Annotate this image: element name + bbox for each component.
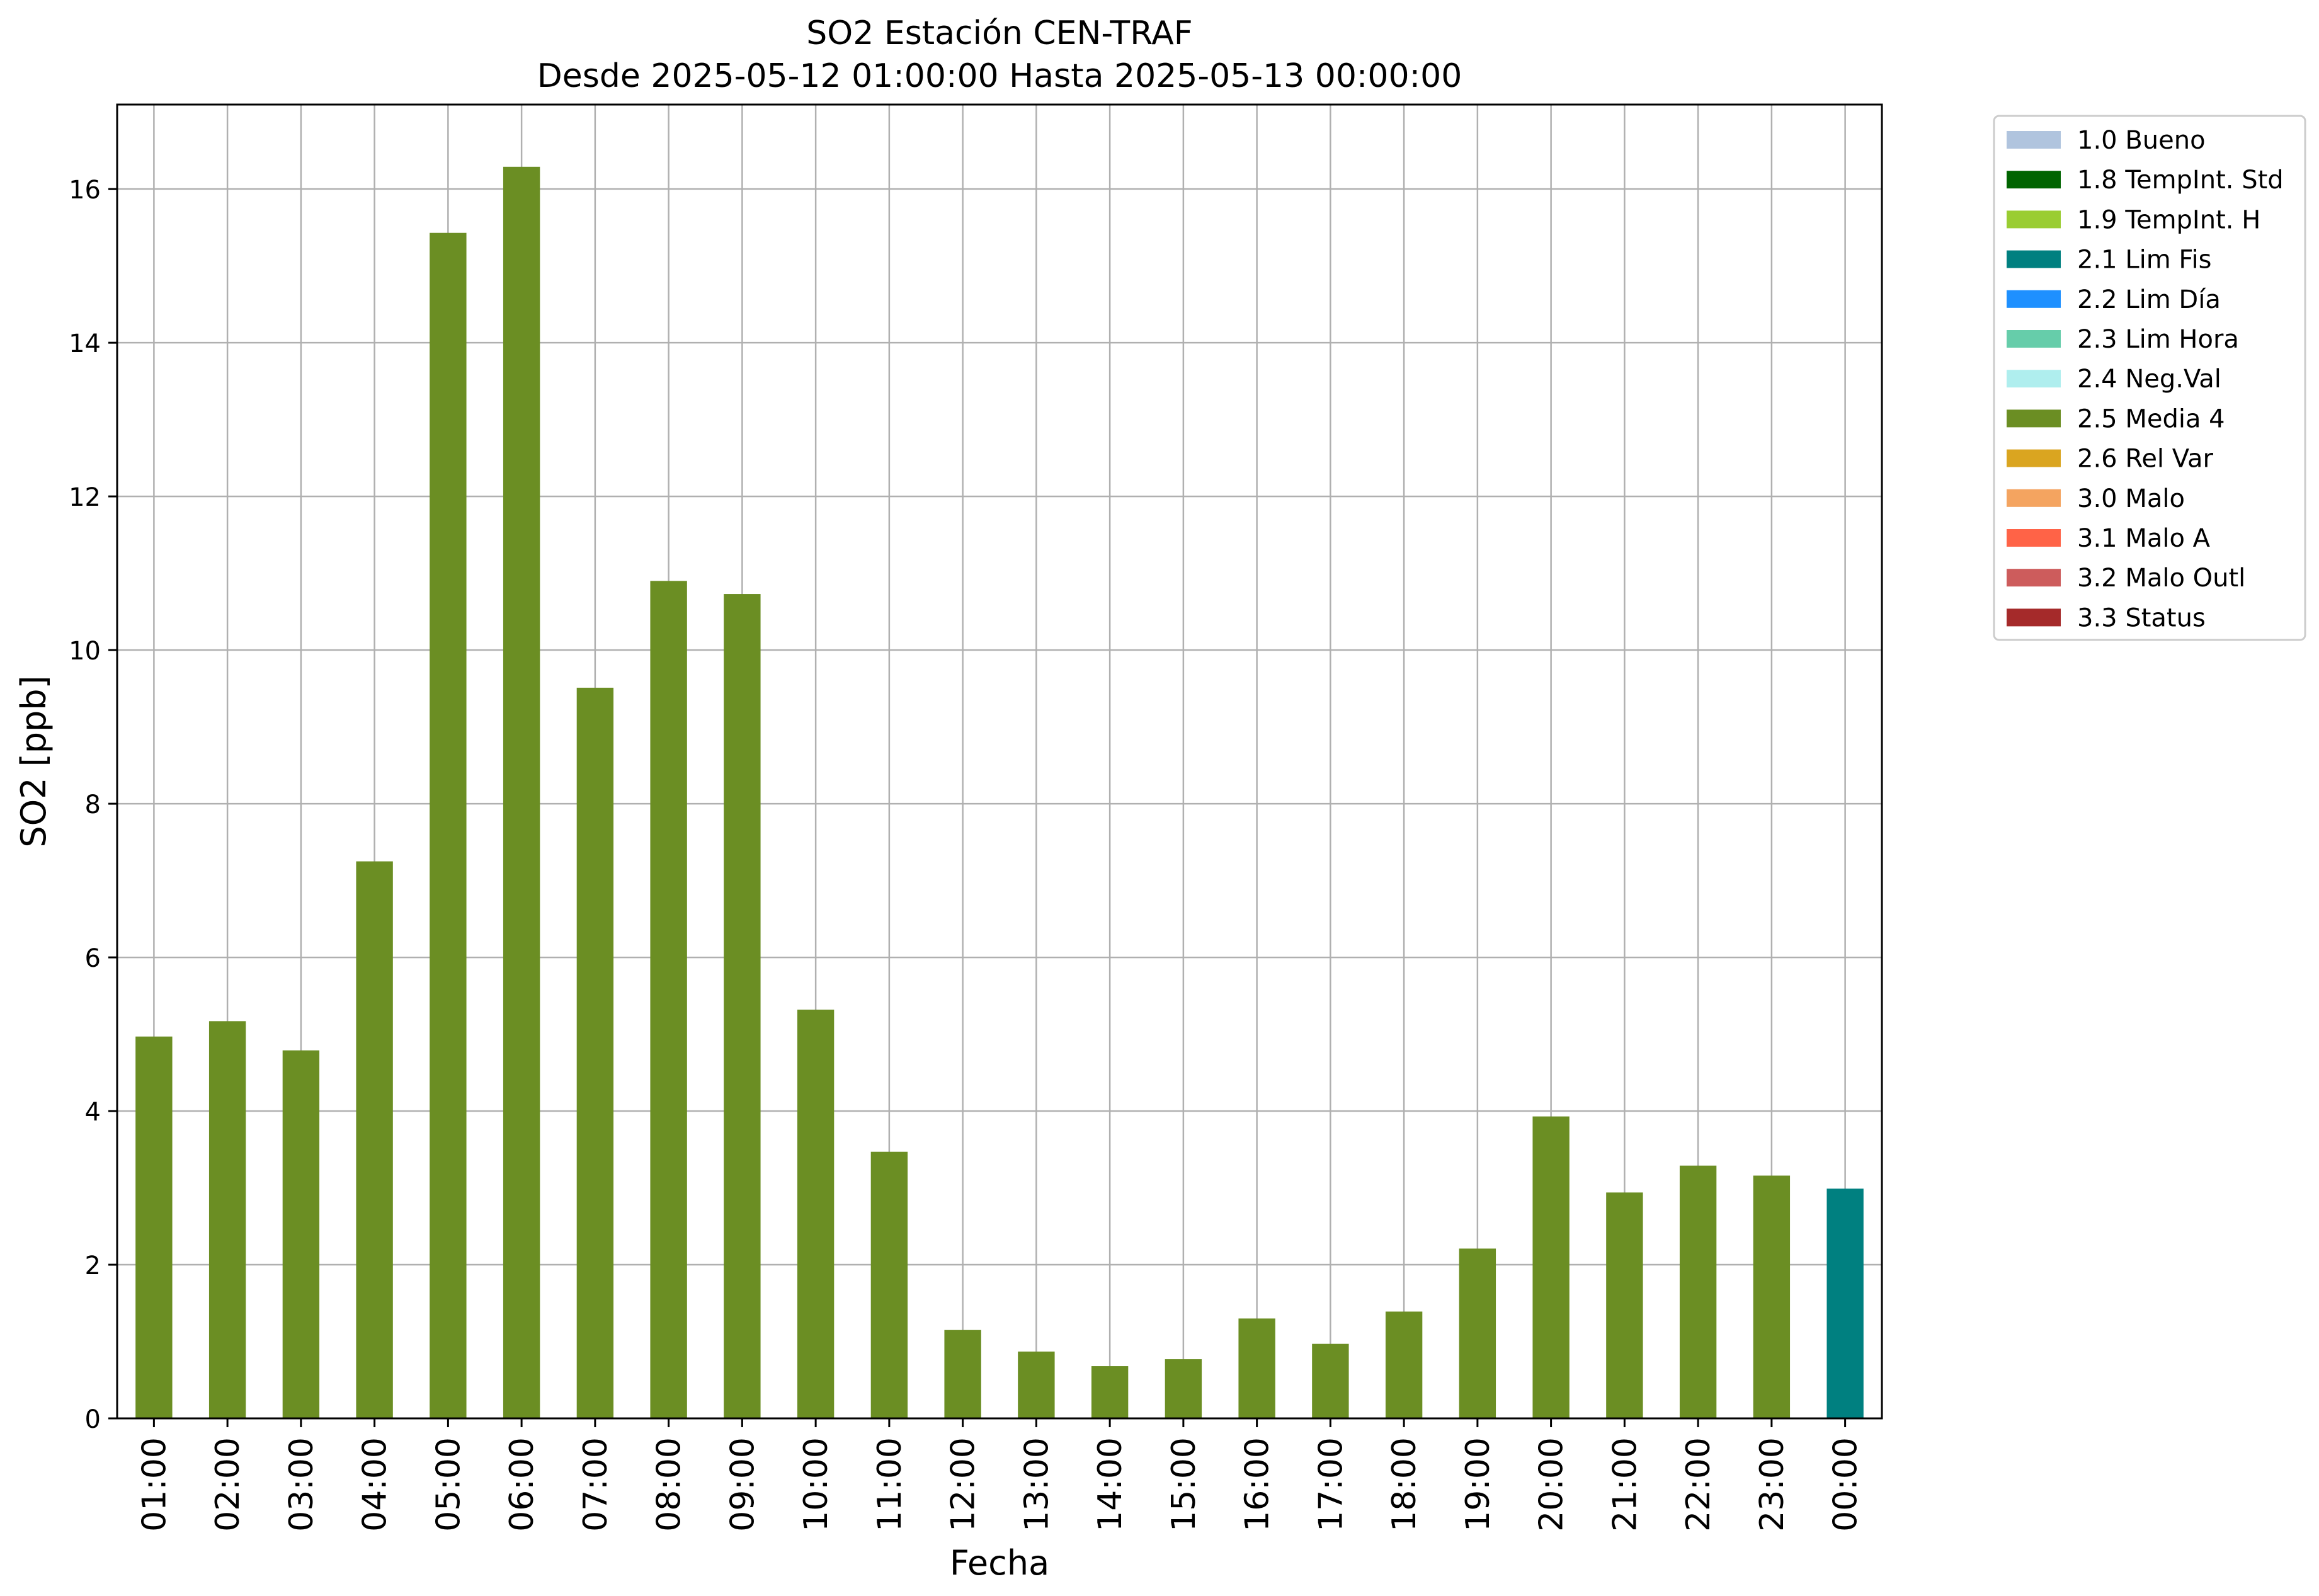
legend-label-8: 2.6 Rel Var — [2077, 445, 2214, 474]
bar-06:00 — [503, 166, 540, 1418]
bar-04:00 — [356, 861, 393, 1418]
x-tick-label-21: 22:00 — [1680, 1437, 1718, 1532]
legend-label-9: 3.0 Malo — [2077, 484, 2185, 513]
x-tick-label-14: 15:00 — [1165, 1437, 1203, 1532]
x-tick-label-3: 04:00 — [356, 1437, 394, 1532]
y-tick-label-1: 2 — [85, 1251, 101, 1280]
legend-label-10: 3.1 Malo A — [2077, 524, 2211, 553]
x-tick-label-16: 17:00 — [1312, 1437, 1350, 1532]
x-tick-label-15: 16:00 — [1239, 1437, 1277, 1532]
legend-swatch-4 — [2007, 290, 2061, 308]
bar-20:00 — [1532, 1116, 1570, 1418]
legend-swatch-12 — [2007, 608, 2061, 627]
x-tick-label-2: 03:00 — [283, 1437, 321, 1532]
legend-swatch-0 — [2007, 131, 2061, 149]
x-tick-label-19: 20:00 — [1533, 1437, 1571, 1532]
x-tick-label-12: 13:00 — [1018, 1437, 1056, 1532]
bar-15:00 — [1165, 1359, 1202, 1418]
legend-swatch-5 — [2007, 330, 2061, 348]
legend-swatch-2 — [2007, 210, 2061, 229]
legend-label-3: 2.1 Lim Fis — [2077, 246, 2211, 275]
x-tick-label-0: 01:00 — [135, 1437, 173, 1532]
bar-12:00 — [944, 1330, 981, 1418]
legend-swatch-9 — [2007, 489, 2061, 507]
plot-frame — [116, 103, 1883, 1420]
bars — [135, 166, 1864, 1419]
legend: 1.0 Bueno 1.8 TempInt. Std 1.9 TempInt. H 2… — [1993, 115, 2306, 641]
y-tick-label-8: 16 — [69, 176, 101, 205]
bar-08:00 — [650, 581, 687, 1418]
legend-label-11: 3.2 Malo Outl — [2077, 564, 2245, 593]
y-tick-label-2: 4 — [85, 1098, 101, 1127]
bar-13:00 — [1018, 1351, 1055, 1418]
x-tick-label-5: 06:00 — [503, 1437, 541, 1532]
legend-box — [1993, 115, 2306, 641]
bar-17:00 — [1312, 1343, 1349, 1418]
y-axis-label: SO2 [ppb] — [14, 675, 54, 847]
legend-label-1: 1.8 TempInt. Std — [2077, 166, 2284, 195]
x-tick-label-23: 00:00 — [1827, 1437, 1865, 1532]
bar-16:00 — [1238, 1318, 1275, 1418]
x-tick-label-1: 02:00 — [209, 1437, 247, 1532]
legend-label-12: 3.3 Status — [2077, 603, 2206, 632]
chart-title: SO2 Estación CEN-TRAF — [806, 14, 1192, 52]
legend-label-0: 1.0 Bueno — [2077, 126, 2206, 155]
x-tick-label-13: 14:00 — [1091, 1437, 1129, 1532]
legend-swatch-10 — [2007, 529, 2061, 547]
bar-23:00 — [1753, 1175, 1791, 1418]
legend-swatch-1 — [2007, 171, 2061, 189]
x-tick-label-9: 10:00 — [797, 1437, 835, 1532]
x-tick-label-10: 11:00 — [871, 1437, 909, 1532]
x-tick-label-7: 08:00 — [651, 1437, 688, 1532]
y-tick-label-7: 14 — [69, 329, 101, 358]
legend-entries: 1.0 Bueno 1.8 TempInt. Std 1.9 TempInt. H 2… — [2007, 126, 2284, 632]
legend-label-7: 2.5 Media 4 — [2077, 404, 2225, 433]
bar-21:00 — [1606, 1192, 1643, 1418]
bar-03:00 — [282, 1050, 320, 1418]
bar-00:00 — [1826, 1188, 1864, 1418]
x-axis-ticks: 01:00 02:00 03:00 04:00 05:00 06:00 07:00 08:00… — [135, 1418, 1865, 1532]
legend-label-4: 2.2 Lim Día — [2077, 285, 2221, 314]
x-tick-label-20: 21:00 — [1606, 1437, 1644, 1532]
y-tick-label-0: 0 — [85, 1405, 101, 1434]
bar-02:00 — [208, 1021, 246, 1418]
y-tick-label-5: 10 — [69, 637, 101, 666]
bar-05:00 — [430, 232, 467, 1418]
chart-subtitle: Desde 2025-05-12 01:00:00 Hasta 2025-05-… — [537, 57, 1462, 95]
legend-swatch-3 — [2007, 250, 2061, 268]
legend-label-6: 2.4 Neg.Val — [2077, 365, 2221, 394]
y-tick-label-4: 8 — [85, 790, 101, 819]
y-tick-label-6: 12 — [69, 483, 101, 512]
x-tick-label-8: 09:00 — [724, 1437, 761, 1532]
x-tick-label-18: 19:00 — [1459, 1437, 1497, 1532]
bar-22:00 — [1679, 1165, 1717, 1418]
bar-19:00 — [1459, 1248, 1496, 1418]
y-axis-ticks: 0 2 4 6 8 10 12 14 16 — [69, 176, 117, 1434]
legend-swatch-7 — [2007, 409, 2061, 428]
legend-swatch-6 — [2007, 370, 2061, 388]
bar-14:00 — [1091, 1366, 1129, 1418]
x-tick-label-22: 23:00 — [1753, 1437, 1791, 1532]
bar-07:00 — [576, 687, 614, 1418]
legend-label-5: 2.3 Lim Hora — [2077, 325, 2239, 354]
legend-swatch-8 — [2007, 449, 2061, 467]
x-axis-label: Fecha — [950, 1543, 1049, 1583]
bar-11:00 — [870, 1151, 908, 1418]
legend-label-2: 1.9 TempInt. H — [2077, 205, 2260, 234]
bar-01:00 — [135, 1036, 173, 1418]
x-tick-label-17: 18:00 — [1386, 1437, 1423, 1532]
bar-09:00 — [724, 594, 761, 1419]
x-tick-label-11: 12:00 — [945, 1437, 983, 1532]
x-tick-label-6: 07:00 — [577, 1437, 615, 1532]
bar-10:00 — [797, 1010, 835, 1418]
bar-18:00 — [1385, 1311, 1423, 1418]
legend-swatch-11 — [2007, 569, 2061, 587]
y-tick-label-3: 6 — [85, 944, 101, 973]
x-tick-label-4: 05:00 — [430, 1437, 467, 1532]
